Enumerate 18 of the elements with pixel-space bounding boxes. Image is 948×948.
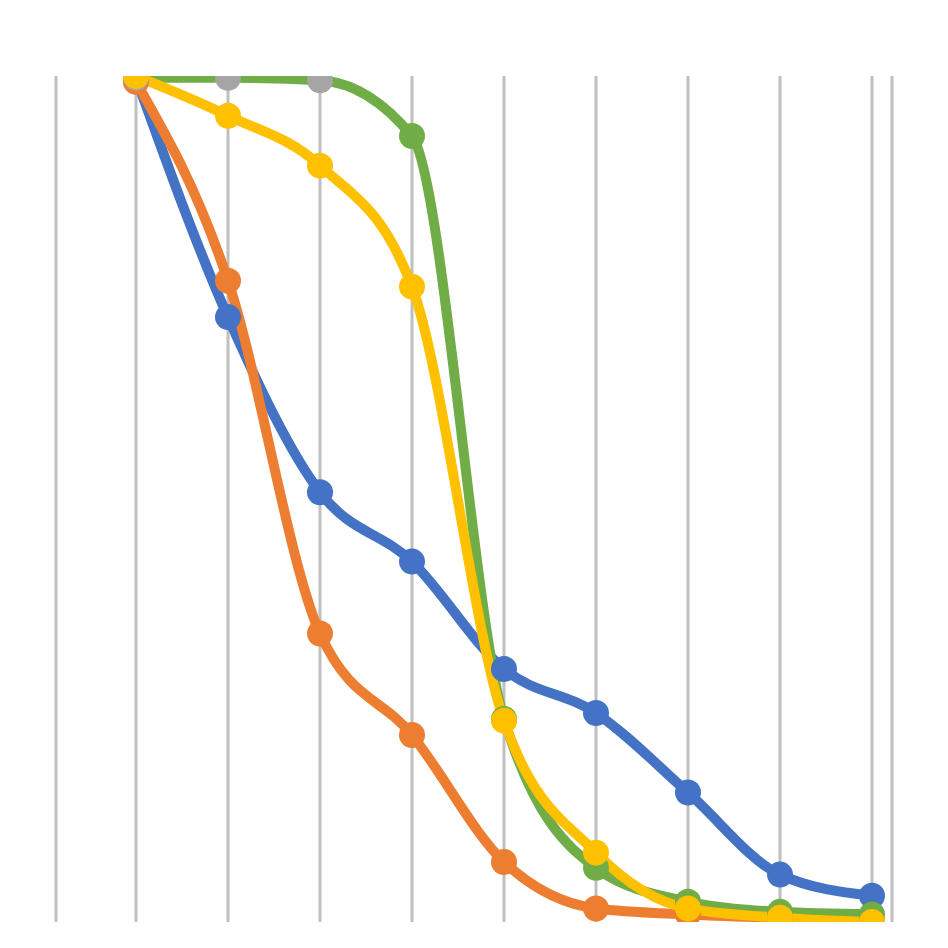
point bbox=[399, 273, 425, 300]
point bbox=[675, 895, 701, 922]
point bbox=[399, 548, 425, 575]
point bbox=[215, 304, 241, 331]
point bbox=[675, 779, 701, 806]
point bbox=[399, 123, 425, 150]
point bbox=[583, 839, 609, 866]
point bbox=[215, 102, 241, 129]
point bbox=[307, 620, 333, 647]
point bbox=[307, 479, 333, 506]
point bbox=[767, 861, 793, 888]
point bbox=[583, 700, 609, 727]
point bbox=[583, 895, 609, 922]
point bbox=[215, 267, 241, 294]
point bbox=[307, 152, 333, 179]
point bbox=[399, 722, 425, 749]
point bbox=[491, 848, 517, 875]
point bbox=[491, 656, 517, 683]
